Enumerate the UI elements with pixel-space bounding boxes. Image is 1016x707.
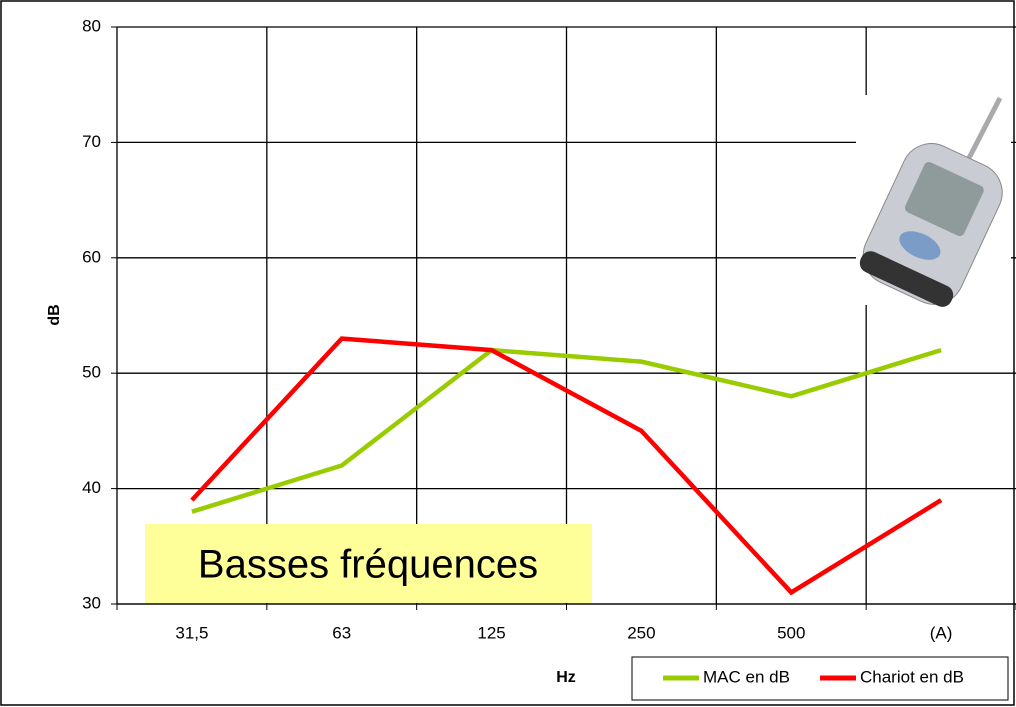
y-tick-label: 80 <box>82 16 101 35</box>
y-tick-label: 60 <box>82 247 101 266</box>
y-tick-label: 70 <box>82 132 101 151</box>
device-buttons <box>899 231 941 260</box>
microphone <box>965 96 1003 162</box>
annotation-box <box>145 524 592 603</box>
legend-entries: MAC en dB Chariot en dB <box>663 667 964 686</box>
series <box>190 336 943 596</box>
series-line <box>191 347 942 514</box>
device-image <box>856 95 1011 307</box>
x-tick-label: 500 <box>777 623 805 642</box>
y-tick-label: 50 <box>82 363 101 382</box>
y-tick-label: 30 <box>82 593 101 612</box>
y-axis-label: dB <box>46 304 63 325</box>
device-base <box>859 251 954 307</box>
legend-label: MAC en dB <box>703 667 790 686</box>
annotation: Basses fréquences <box>198 543 538 587</box>
y-tick-label: 40 <box>82 478 101 497</box>
x-tick-label: 31,5 <box>175 623 208 642</box>
x-tick-label: 125 <box>477 623 505 642</box>
x-tick-label: 63 <box>332 623 351 642</box>
x-axis-label: Hz <box>556 669 576 686</box>
device-screen <box>904 162 984 237</box>
x-tick-label: (A) <box>930 623 953 642</box>
series-line <box>190 336 943 596</box>
x-tick-label: 250 <box>627 623 655 642</box>
legend-label: Chariot en dB <box>860 667 964 686</box>
device-body <box>859 143 1003 307</box>
